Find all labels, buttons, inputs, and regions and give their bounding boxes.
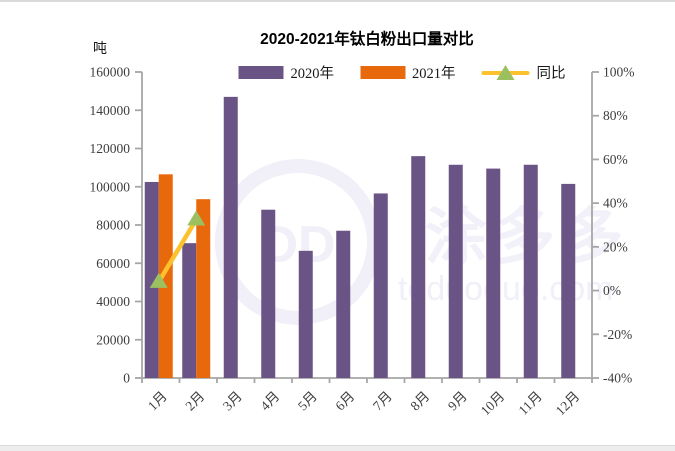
bar-2020-12月 <box>561 183 576 378</box>
svg-text:1月: 1月 <box>145 389 170 414</box>
svg-text:8月: 8月 <box>407 389 432 414</box>
legend-label-2021: 2021年 <box>412 66 456 82</box>
svg-text:60%: 60% <box>603 152 628 167</box>
bar-2021-2月 <box>196 199 211 378</box>
svg-text:80000: 80000 <box>96 218 130 233</box>
bar-2020-11月 <box>523 164 538 378</box>
legend-item-2020: 2020年 <box>238 62 335 83</box>
bar-2020-5月 <box>298 250 313 378</box>
left-axis-unit-label: 吨 <box>93 40 107 56</box>
chart-legend: 2020年 2021年 同比 <box>238 60 566 85</box>
bar-2020-6月 <box>336 230 351 378</box>
svg-text:140000: 140000 <box>90 103 131 118</box>
svg-text:toduoduo.com: toduoduo.com <box>398 270 614 308</box>
svg-text:0%: 0% <box>603 283 621 298</box>
svg-text:80%: 80% <box>603 108 628 123</box>
right-axis: -40% -20% 0% 20% 40% 60% 80% 100% <box>592 65 635 386</box>
legend-label-yoy: 同比 <box>536 66 566 82</box>
page-bottom-strip <box>0 445 675 451</box>
svg-text:0: 0 <box>123 371 130 386</box>
svg-text:3月: 3月 <box>220 389 245 414</box>
legend-swatch-2021-icon <box>360 66 405 79</box>
svg-text:120000: 120000 <box>90 141 131 156</box>
legend-label-2020: 2020年 <box>290 66 335 82</box>
svg-text:4月: 4月 <box>257 389 282 414</box>
svg-text:40%: 40% <box>603 196 628 211</box>
left-axis: 0 20000 40000 60000 80000 100000 120000 140000 1… <box>90 65 142 386</box>
svg-text:100000: 100000 <box>90 179 131 194</box>
svg-text:12月: 12月 <box>553 389 583 419</box>
bar-2020-8月 <box>411 156 426 378</box>
legend-item-2021: 2021年 <box>360 62 456 83</box>
svg-text:11月: 11月 <box>516 389 545 418</box>
bar-2020-1月 <box>144 181 159 378</box>
yoy-marker <box>187 210 206 226</box>
chart-title: 2020-2021年钛白粉出口量对比 <box>260 31 474 48</box>
bars-2021 <box>158 174 211 378</box>
bar-2020-2月 <box>182 243 197 378</box>
x-axis: 1月 2月 3月 4月 5月 6月 7月 8月 9月 10月 11月 12月 <box>141 378 593 419</box>
yoy-marker <box>149 272 168 288</box>
svg-text:160000: 160000 <box>90 65 131 80</box>
bar-2020-9月 <box>448 164 463 378</box>
svg-text:100%: 100% <box>603 65 635 80</box>
svg-text:-40%: -40% <box>603 371 632 386</box>
svg-text:40000: 40000 <box>96 294 130 309</box>
bar-2020-3月 <box>223 96 238 379</box>
svg-text:60000: 60000 <box>96 256 130 271</box>
line-yoy <box>149 210 206 288</box>
svg-text:9月: 9月 <box>445 389 470 414</box>
svg-text:5月: 5月 <box>295 389 320 414</box>
svg-text:6月: 6月 <box>332 389 357 414</box>
svg-text:-20%: -20% <box>603 327 632 342</box>
bar-2020-10月 <box>486 168 501 378</box>
svg-text:10月: 10月 <box>478 389 508 419</box>
svg-text:7月: 7月 <box>370 389 395 414</box>
legend-line-triangle-icon <box>481 64 530 81</box>
bar-2020-4月 <box>261 209 276 378</box>
bar-2021-1月 <box>158 174 173 378</box>
legend-swatch-2020-icon <box>238 66 284 79</box>
bar-2020-7月 <box>373 193 388 378</box>
legend-item-yoy: 同比 <box>481 62 566 83</box>
bars-2020 <box>144 96 576 379</box>
svg-text:2月: 2月 <box>182 389 207 414</box>
svg-text:20000: 20000 <box>96 332 130 347</box>
svg-text:20%: 20% <box>603 239 628 254</box>
top-divider <box>0 0 675 2</box>
